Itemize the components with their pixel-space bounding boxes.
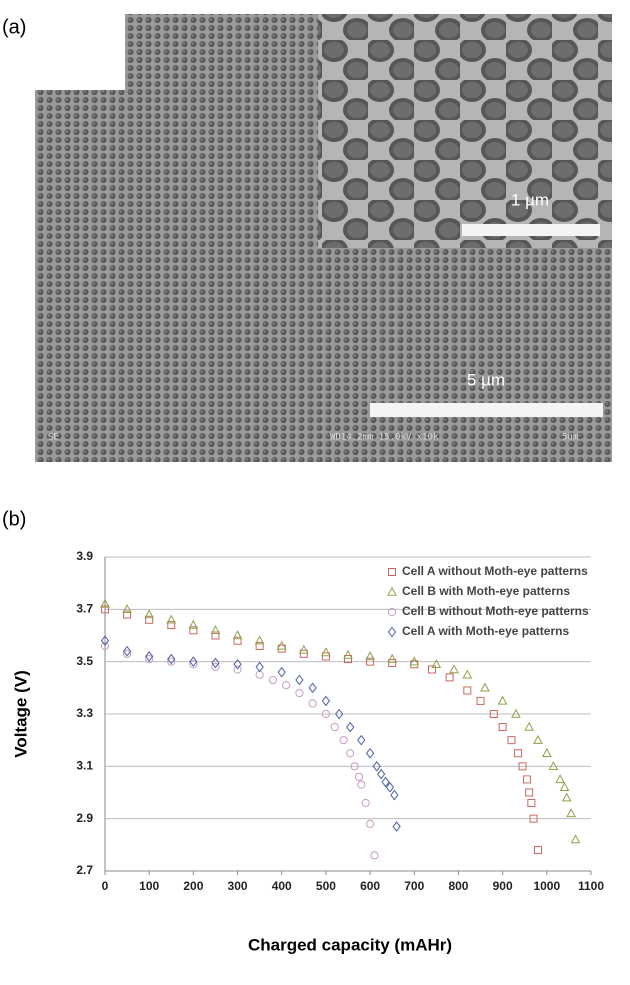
data-point (450, 665, 458, 672)
x-tick-label: 800 (448, 879, 468, 893)
data-point (534, 847, 541, 854)
data-point (347, 750, 354, 757)
legend-marker (389, 569, 396, 576)
data-point (309, 683, 316, 692)
data-point (464, 687, 471, 694)
legend-label: Cell B without Moth-eye patterns (402, 604, 589, 618)
x-tick-label: 300 (228, 879, 248, 893)
sem-footer: WD14.2mm 15.0kV x10k (330, 433, 439, 443)
data-point (563, 794, 571, 801)
data-point (525, 723, 533, 730)
data-point (572, 835, 580, 842)
data-point (269, 676, 276, 683)
sem-footer: SE (48, 433, 59, 443)
data-point (446, 674, 453, 681)
data-point (508, 737, 515, 744)
data-point (391, 791, 398, 800)
scale-bar (370, 403, 603, 417)
sem-inset (318, 14, 612, 248)
data-point (481, 684, 489, 691)
data-point (362, 799, 369, 806)
panel-label: (b) (2, 508, 26, 530)
data-point (515, 750, 522, 757)
x-tick-label: 900 (493, 879, 513, 893)
data-point (358, 781, 365, 788)
data-point (463, 671, 471, 678)
x-tick-label: 600 (360, 879, 380, 893)
y-tick-label: 3.1 (76, 759, 93, 773)
data-point (526, 789, 533, 796)
data-point (256, 671, 263, 678)
data-point (340, 737, 347, 744)
panel-label: (a) (2, 16, 26, 38)
data-point (344, 651, 352, 658)
y-axis-title: Voltage (V) (11, 670, 30, 758)
data-point (543, 749, 551, 756)
x-tick-label: 700 (404, 879, 424, 893)
data-point (347, 723, 354, 732)
data-point (322, 696, 329, 705)
data-point (300, 650, 307, 657)
data-point (322, 653, 329, 660)
x-tick-label: 0 (102, 879, 109, 893)
y-tick-label: 2.9 (76, 811, 93, 825)
y-tick-label: 3.3 (76, 706, 93, 720)
data-point (499, 697, 507, 704)
data-point (300, 646, 308, 653)
data-point (355, 773, 362, 780)
x-tick-label: 1000 (533, 879, 560, 893)
data-point (388, 655, 396, 662)
y-tick-label: 3.9 (76, 549, 93, 563)
x-tick-label: 1100 (578, 879, 604, 893)
data-point (567, 809, 575, 816)
data-point (256, 662, 263, 671)
data-point (371, 852, 378, 859)
x-tick-label: 400 (272, 879, 292, 893)
data-point (367, 749, 374, 758)
data-point (477, 697, 484, 704)
scale-label: 1 µm (511, 190, 549, 209)
x-tick-label: 500 (316, 879, 336, 893)
x-axis-title: Charged capacity (mAHr) (248, 935, 452, 954)
legend-label: Cell A without Moth-eye patterns (402, 564, 588, 578)
data-point (309, 700, 316, 707)
y-tick-label: 2.7 (76, 863, 93, 877)
y-tick-label: 3.5 (76, 654, 93, 668)
data-point (556, 775, 564, 782)
data-point (366, 820, 373, 827)
data-point (523, 776, 530, 783)
legend-label: Cell B with Moth-eye patterns (402, 584, 570, 598)
data-point (393, 822, 400, 831)
legend-marker (389, 628, 396, 637)
data-point (331, 723, 338, 730)
data-point (528, 799, 535, 806)
legend-label: Cell A with Moth-eye patterns (402, 624, 569, 638)
data-point (322, 648, 330, 655)
data-point (560, 783, 568, 790)
x-tick-label: 200 (183, 879, 203, 893)
scale-label: 5 µm (467, 370, 505, 389)
x-tick-label: 100 (139, 879, 159, 893)
data-point (283, 682, 290, 689)
y-tick-label: 3.7 (76, 602, 93, 616)
data-point (296, 675, 303, 684)
data-point (389, 659, 396, 666)
sem-footer: 5um (562, 433, 578, 443)
data-point (534, 736, 542, 743)
data-point (296, 689, 303, 696)
data-point (358, 736, 365, 745)
data-point (278, 668, 285, 677)
data-point (378, 770, 385, 779)
legend-marker (388, 588, 396, 595)
scale-bar (462, 224, 600, 236)
data-point (499, 724, 506, 731)
figure: (a) 1 µm 5 µm SE WD14.2mm 15.0kV x10k 5u… (0, 0, 630, 980)
